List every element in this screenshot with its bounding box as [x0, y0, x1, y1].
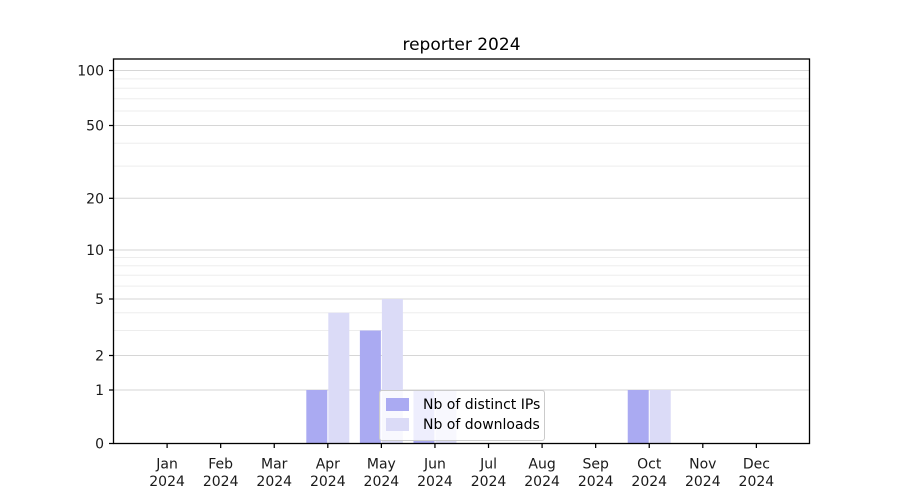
axes-frame [112, 58, 811, 445]
x-tick-label-year: 2024 [364, 474, 400, 490]
bar-oct-downloads [649, 390, 671, 444]
legend-swatch-downloads [386, 418, 409, 431]
y-tick-label: 5 [95, 292, 104, 308]
y-tick-label: 1 [95, 383, 104, 399]
x-tick-label-year: 2024 [471, 474, 507, 490]
x-tick-label-month: May [367, 457, 396, 473]
x-tick-label-month: Mar [261, 457, 288, 473]
bar-apr-distinct-ips [306, 390, 328, 444]
y-tick-label: 100 [77, 64, 104, 80]
y-tick-label: 50 [86, 119, 104, 135]
legend-item-distinct-ips: Nb of distinct IPs [386, 396, 544, 413]
legend-swatch-distinct-ips [386, 398, 409, 411]
x-tick-label-year: 2024 [524, 474, 560, 490]
legend: Nb of distinct IPs Nb of downloads [379, 390, 545, 441]
y-tick-label: 0 [95, 437, 104, 453]
x-tick-label-month: Sep [582, 457, 609, 473]
legend-item-downloads: Nb of downloads [386, 416, 544, 433]
x-tick-label-month: Apr [316, 457, 340, 473]
x-tick-label-month: Feb [208, 457, 233, 473]
chart-title: reporter 2024 [402, 35, 521, 55]
bar-apr-downloads [328, 312, 350, 444]
x-tick-label-year: 2024 [739, 474, 775, 490]
bar-may-distinct-ips [359, 330, 381, 444]
legend-label-downloads: Nb of downloads [423, 416, 540, 433]
x-tick-label-year: 2024 [256, 474, 292, 490]
x-tick-label-year: 2024 [417, 474, 453, 490]
x-tick-label-year: 2024 [685, 474, 721, 490]
y-tick-label: 2 [95, 349, 104, 365]
x-tick-label-month: Jun [423, 457, 446, 473]
x-tick-label-month: Oct [637, 457, 662, 473]
x-tick-label-month: Nov [689, 457, 716, 473]
x-tick-label-month: Aug [528, 457, 555, 473]
y-tick-label: 20 [86, 191, 104, 207]
y-tick-label: 10 [86, 243, 104, 259]
x-tick-label-year: 2024 [631, 474, 667, 490]
x-tick-label-year: 2024 [203, 474, 239, 490]
x-tick-label-year: 2024 [149, 474, 185, 490]
legend-label-distinct-ips: Nb of distinct IPs [423, 396, 541, 413]
x-tick-label-year: 2024 [578, 474, 614, 490]
bar-oct-distinct-ips [627, 390, 649, 444]
x-tick-label-year: 2024 [310, 474, 346, 490]
x-tick-label-month: Jul [479, 457, 497, 473]
x-tick-label-month: Jan [155, 457, 178, 473]
x-tick-label-month: Dec [743, 457, 770, 473]
